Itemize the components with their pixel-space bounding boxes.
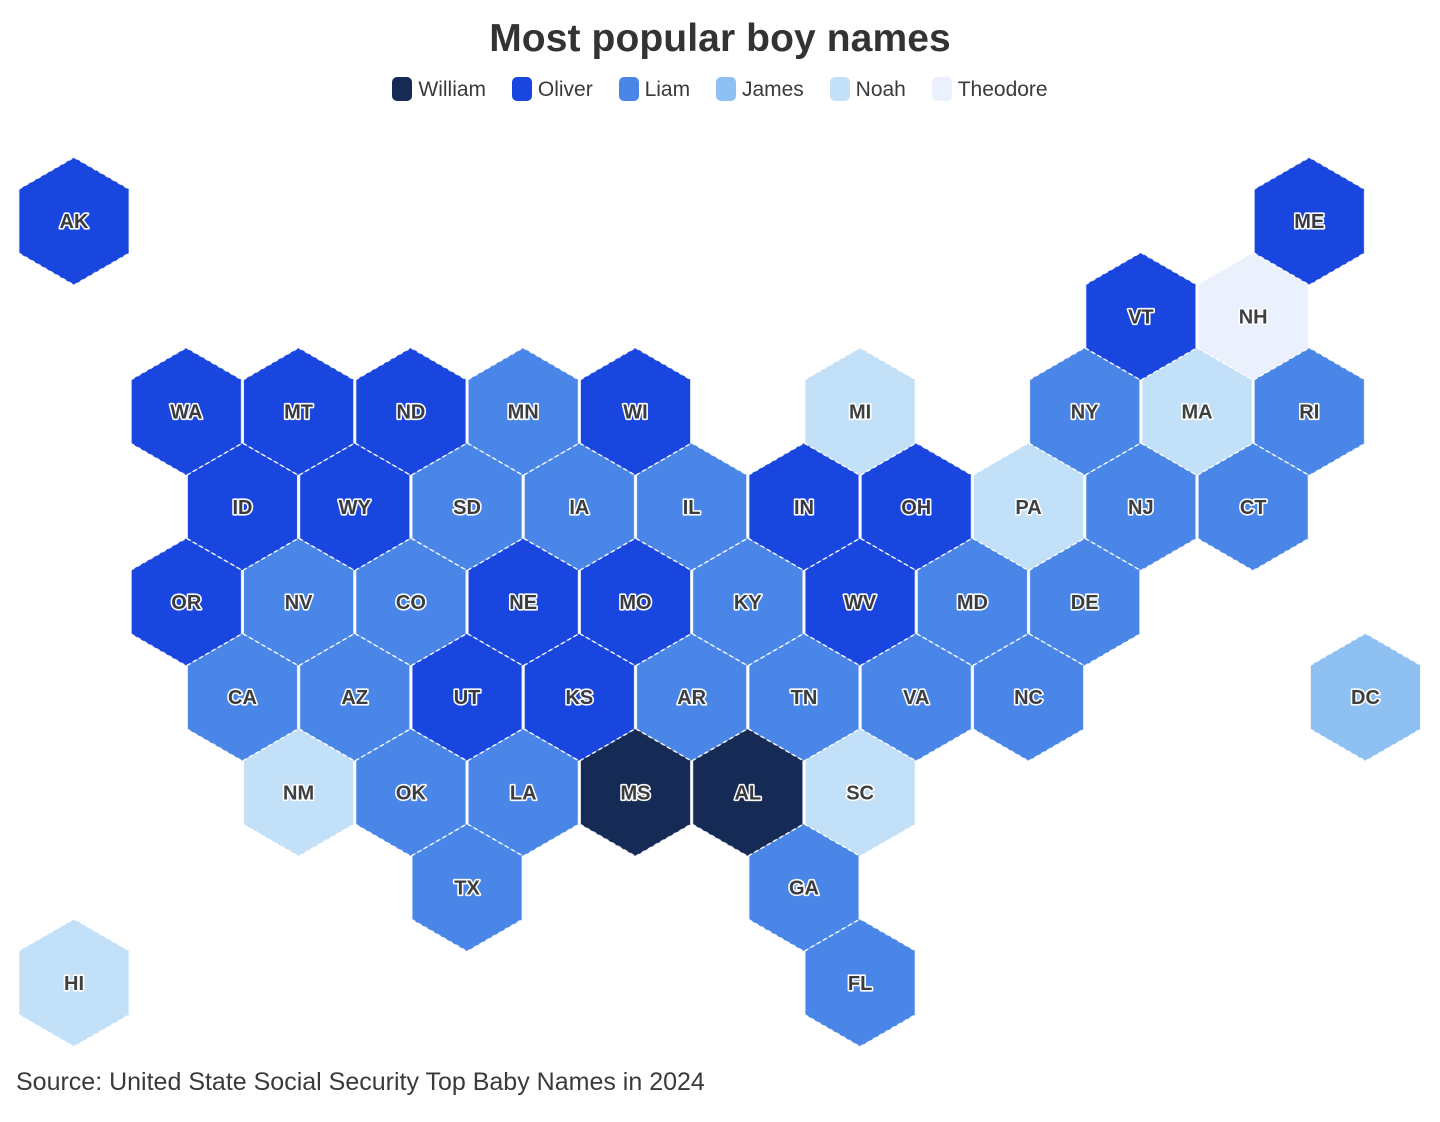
svg-text:DE: DE: [1071, 592, 1099, 614]
svg-text:CO: CO: [396, 592, 426, 614]
svg-text:SD: SD: [453, 497, 481, 519]
svg-text:TN: TN: [791, 687, 818, 709]
svg-text:IL: IL: [683, 497, 701, 519]
svg-text:AL: AL: [734, 782, 761, 804]
svg-text:AK: AK: [60, 211, 89, 233]
svg-text:NJ: NJ: [1128, 497, 1154, 519]
svg-text:OK: OK: [396, 782, 427, 804]
svg-text:MT: MT: [284, 402, 313, 424]
svg-text:NV: NV: [285, 592, 313, 614]
svg-text:KY: KY: [734, 592, 762, 614]
svg-text:VA: VA: [903, 687, 929, 709]
svg-text:NM: NM: [283, 782, 314, 804]
svg-text:VT: VT: [1128, 306, 1154, 328]
svg-text:OR: OR: [171, 592, 202, 614]
svg-text:SC: SC: [846, 782, 874, 804]
svg-text:CA: CA: [228, 687, 257, 709]
svg-text:IA: IA: [569, 497, 589, 519]
svg-text:WA: WA: [170, 402, 202, 424]
svg-text:MS: MS: [621, 782, 651, 804]
svg-text:NH: NH: [1239, 306, 1268, 328]
svg-text:AZ: AZ: [341, 687, 368, 709]
svg-text:MI: MI: [849, 402, 871, 424]
svg-text:PA: PA: [1015, 497, 1041, 519]
svg-text:ND: ND: [396, 402, 425, 424]
svg-text:MN: MN: [508, 402, 539, 424]
svg-text:NC: NC: [1014, 687, 1043, 709]
svg-text:TX: TX: [454, 878, 480, 900]
svg-text:IN: IN: [794, 497, 814, 519]
svg-text:UT: UT: [454, 687, 481, 709]
svg-text:OH: OH: [901, 497, 931, 519]
svg-text:NY: NY: [1071, 402, 1099, 424]
svg-text:WV: WV: [844, 592, 877, 614]
svg-text:KS: KS: [565, 687, 593, 709]
svg-text:RI: RI: [1299, 402, 1319, 424]
svg-text:WY: WY: [339, 497, 372, 519]
svg-text:MD: MD: [957, 592, 988, 614]
svg-text:WI: WI: [623, 402, 647, 424]
svg-text:FL: FL: [848, 973, 872, 995]
svg-text:HI: HI: [64, 973, 84, 995]
svg-text:DC: DC: [1351, 687, 1380, 709]
svg-text:AR: AR: [677, 687, 706, 709]
svg-text:NE: NE: [509, 592, 537, 614]
svg-text:MO: MO: [619, 592, 651, 614]
svg-text:GA: GA: [789, 878, 819, 900]
svg-text:LA: LA: [510, 782, 537, 804]
svg-text:ME: ME: [1294, 211, 1324, 233]
svg-text:MA: MA: [1181, 402, 1212, 424]
svg-text:CT: CT: [1240, 497, 1267, 519]
svg-text:ID: ID: [232, 497, 252, 519]
